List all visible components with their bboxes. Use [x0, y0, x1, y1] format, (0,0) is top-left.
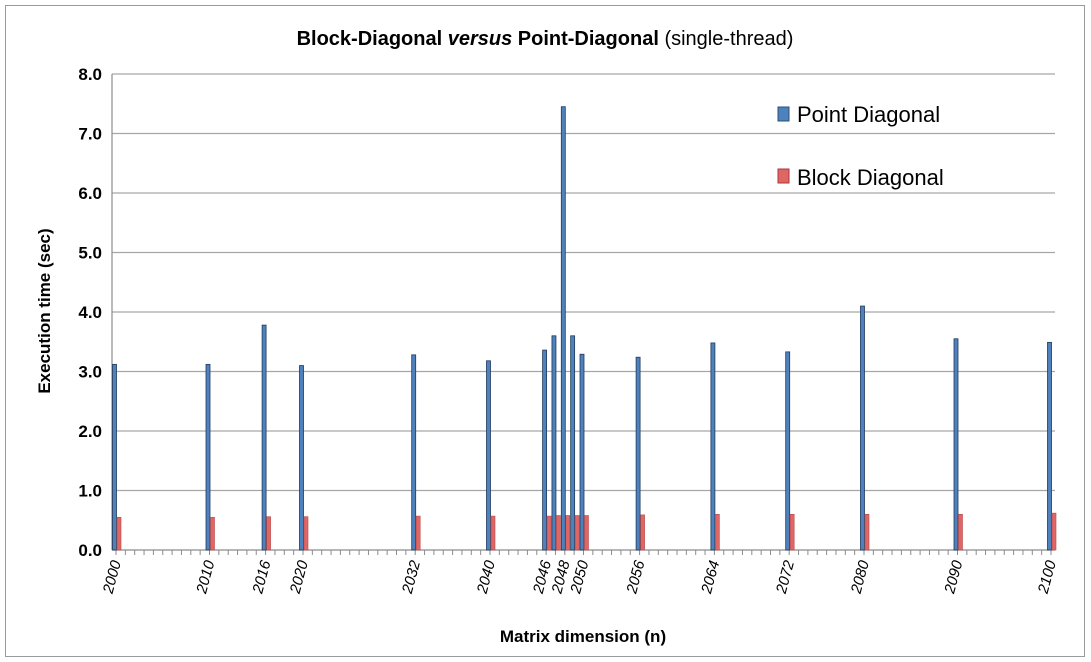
bar-point-diagonal: [299, 365, 304, 551]
legend-swatch-block-diagonal: [777, 168, 790, 184]
bar-point-diagonal: [710, 342, 716, 551]
title-part-2: versus: [448, 28, 513, 50]
x-tick-label: 2020: [287, 558, 312, 596]
y-tick-label: 1.0: [78, 482, 102, 501]
y-tick-label: 7.0: [78, 125, 102, 144]
bar-block-diagonal: [266, 516, 271, 551]
legend-label-point-diagonal: Point Diagonal: [797, 102, 940, 127]
title-part-1: Block-Diagonal: [297, 28, 448, 50]
y-tick-label: 0.0: [78, 541, 102, 560]
title-part-4: (single-thread): [659, 28, 794, 50]
bar-block-diagonal: [556, 515, 561, 551]
title-part-3: Point-Diagonal: [512, 28, 659, 50]
bar-block-diagonal: [958, 513, 963, 551]
y-axis-title: Execution time (sec): [35, 228, 54, 393]
bar-point-diagonal: [860, 305, 865, 551]
x-tick-label: 2064: [698, 559, 723, 597]
bar-block-diagonal: [415, 515, 421, 551]
bar-point-diagonal: [411, 354, 417, 551]
bar-point-diagonal: [112, 363, 117, 551]
bar-point-diagonal: [953, 338, 959, 551]
x-minor-ticks: [115, 550, 1052, 555]
legend-swatch-point-diagonal: [777, 106, 790, 122]
x-tick-label: 2072: [773, 558, 798, 596]
y-tick-label: 6.0: [78, 184, 102, 203]
bar-point-diagonal: [542, 349, 547, 551]
bar-block-diagonal: [864, 513, 870, 551]
y-tick-label: 5.0: [78, 244, 102, 263]
bar-block-diagonal: [584, 515, 589, 551]
x-axis-title: Matrix dimension (n): [500, 627, 666, 646]
bar-block-diagonal: [789, 513, 795, 551]
x-tick-label: 2090: [941, 558, 966, 596]
bar-block-diagonal: [1051, 512, 1057, 551]
bar-block-diagonal: [303, 516, 309, 551]
bar-point-diagonal: [205, 363, 211, 551]
x-tick-label: 2000: [100, 558, 125, 596]
bar-point-diagonal: [579, 353, 585, 551]
chart-title: Block-Diagonal versus Point-Diagonal (si…: [297, 28, 794, 50]
bar-block-diagonal: [574, 515, 580, 551]
bar-point-diagonal: [486, 360, 491, 551]
bar-block-diagonal: [210, 516, 215, 551]
bars: [112, 106, 1057, 551]
bar-block-diagonal: [565, 515, 571, 551]
bar-point-diagonal: [570, 335, 576, 551]
y-tick-label: 4.0: [78, 303, 102, 322]
bar-block-diagonal: [116, 516, 122, 551]
bar-block-diagonal: [640, 514, 645, 551]
bar-point-diagonal: [560, 106, 566, 551]
bar-block-diagonal: [715, 513, 720, 551]
bar-point-diagonal: [551, 335, 557, 551]
x-tick-label: 2032: [399, 558, 424, 596]
x-tick-label: 2100: [1035, 558, 1060, 596]
bar-point-diagonal: [635, 356, 641, 551]
x-tick-label: 2080: [848, 558, 873, 596]
x-tick-label: 2056: [623, 558, 648, 596]
bar-point-diagonal: [785, 351, 791, 551]
legend-label-block-diagonal: Block Diagonal: [797, 165, 944, 190]
y-tick-label: 2.0: [78, 422, 102, 441]
bar-block-diagonal: [546, 515, 552, 551]
y-tick-label: 8.0: [78, 65, 102, 84]
bar-point-diagonal: [261, 324, 267, 551]
bar-point-diagonal: [1047, 341, 1052, 551]
x-tick-label: 2010: [193, 558, 218, 596]
x-tick-label: 2016: [249, 558, 274, 596]
bar-block-diagonal: [490, 515, 496, 551]
x-tick-label: 2040: [474, 558, 499, 596]
y-tick-label: 3.0: [78, 363, 102, 382]
y-tick-labels: 0.0 1.0 2.0 3.0 4.0 5.0 6.0 7.0 8.0: [78, 65, 102, 560]
legend: Point Diagonal Block Diagonal: [777, 102, 944, 190]
